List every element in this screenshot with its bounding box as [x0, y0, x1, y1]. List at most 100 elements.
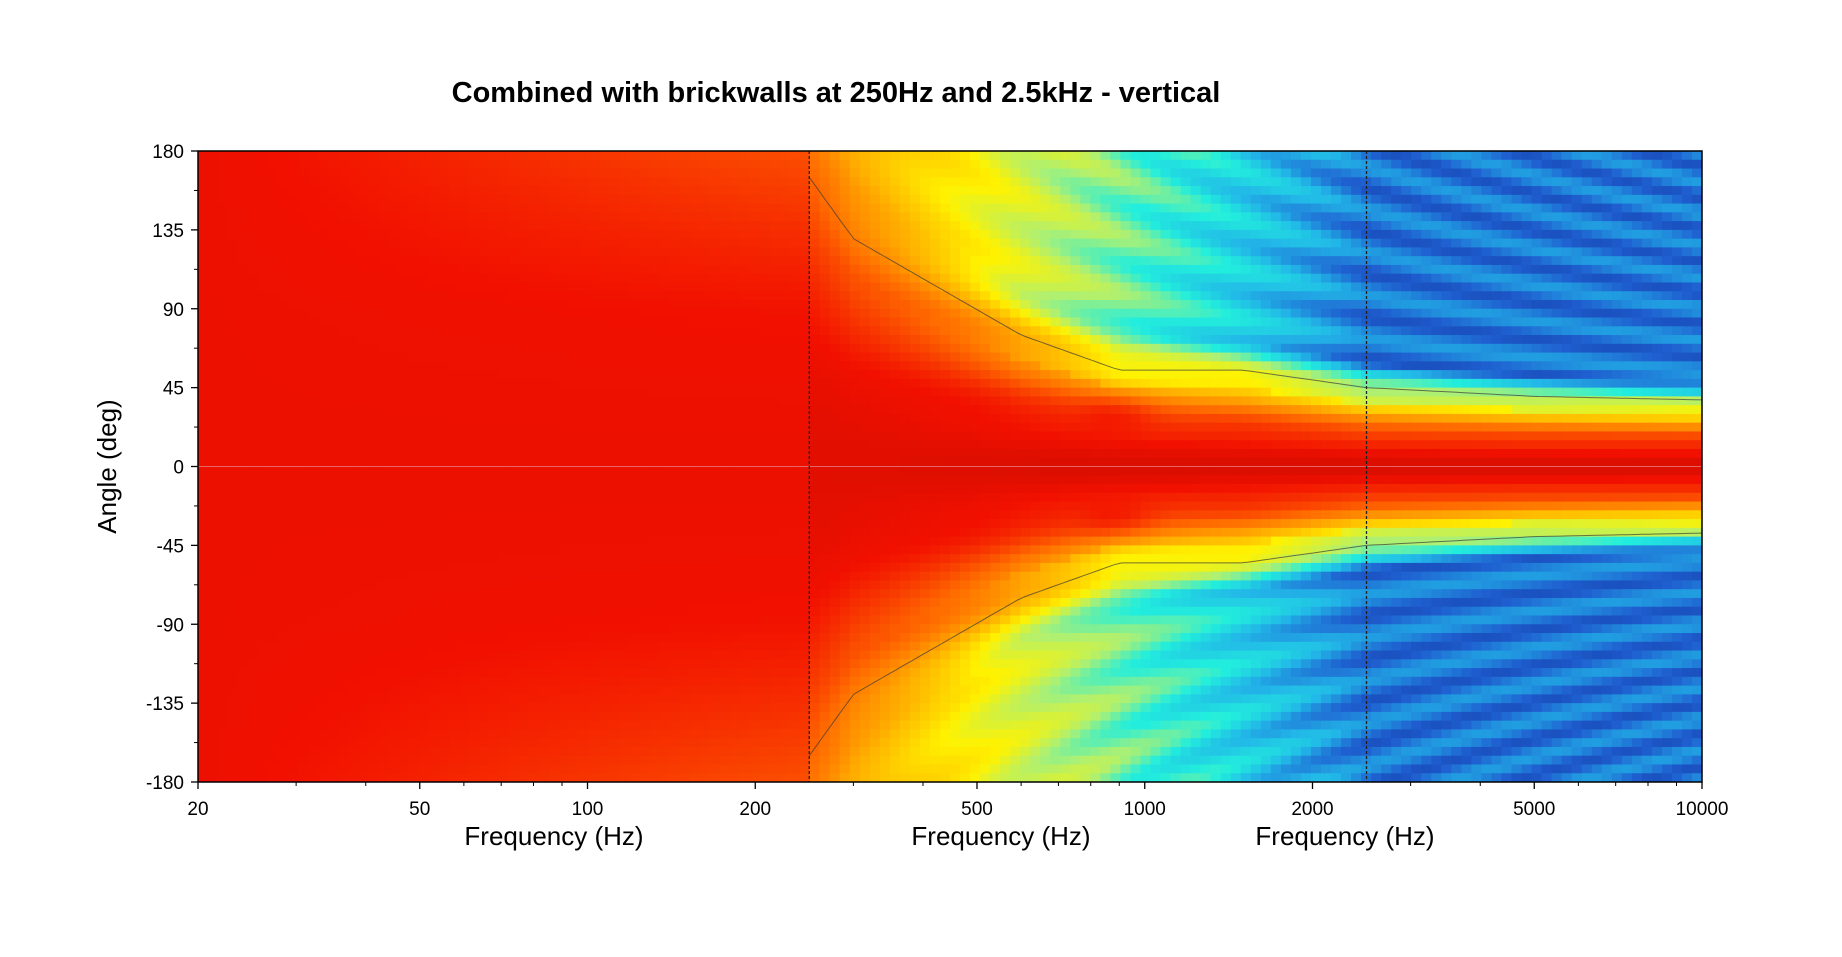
heatmap-cell	[378, 492, 390, 503]
heatmap-cell	[629, 264, 640, 275]
heatmap-cell	[248, 413, 259, 424]
heatmap-cell	[609, 738, 620, 748]
heatmap-cell	[599, 361, 610, 371]
heatmap-cell	[468, 326, 480, 336]
heatmap-cell	[749, 457, 761, 468]
heatmap-cell	[358, 299, 370, 310]
heatmap-cell	[318, 589, 329, 599]
heatmap-cell	[258, 221, 269, 231]
heatmap-cell	[258, 299, 269, 310]
heatmap-cell	[699, 247, 710, 257]
heatmap-cell	[258, 396, 269, 406]
heatmap-cell	[268, 571, 279, 582]
heatmap-cell	[488, 729, 500, 739]
heatmap-cell	[218, 659, 229, 669]
heatmap-cell	[518, 291, 530, 301]
heatmap-cell	[298, 580, 309, 590]
heatmap-cell	[238, 501, 249, 511]
heatmap-cell	[458, 650, 470, 660]
heatmap-cell	[589, 510, 600, 520]
heatmap-cell	[869, 448, 881, 459]
heatmap-cell	[779, 431, 791, 441]
heatmap-cell	[839, 299, 851, 310]
heatmap-cell	[729, 308, 741, 319]
heatmap-cell	[498, 256, 510, 266]
heatmap-cell	[268, 168, 279, 178]
heatmap-cell	[639, 676, 650, 687]
heatmap-cell	[358, 633, 370, 643]
heatmap-cell	[759, 361, 771, 371]
heatmap-cell	[208, 580, 219, 590]
heatmap-cell	[418, 554, 430, 564]
heatmap-cell	[398, 720, 410, 731]
heatmap-cell	[508, 186, 520, 196]
heatmap-cell	[208, 273, 219, 284]
heatmap-cell	[448, 703, 460, 713]
heatmap-cell	[829, 501, 841, 511]
heatmap-cell	[609, 624, 620, 634]
heatmap-cell	[378, 177, 390, 187]
heatmap-cell	[218, 457, 229, 468]
heatmap-cell	[689, 282, 700, 292]
heatmap-cell	[589, 685, 600, 695]
heatmap-cell	[859, 755, 871, 766]
heatmap-cell	[238, 519, 249, 529]
heatmap-cell	[789, 256, 801, 266]
heatmap-cell	[558, 755, 570, 766]
heatmap-cell	[689, 536, 700, 546]
heatmap-cell	[298, 746, 309, 757]
heatmap-cell	[709, 422, 720, 433]
heatmap-cell	[829, 282, 841, 292]
heatmap-cell	[448, 361, 460, 371]
heatmap-cell	[228, 659, 239, 669]
heatmap-cell	[228, 536, 239, 546]
heatmap-cell	[438, 580, 450, 590]
heatmap-cell	[308, 466, 319, 476]
heatmap-cell	[378, 633, 390, 643]
heatmap-cell	[298, 624, 309, 634]
heatmap-cell	[208, 545, 219, 555]
heatmap-cell	[248, 484, 259, 494]
heatmap-cell	[629, 335, 640, 345]
heatmap-cell	[849, 685, 861, 695]
heatmap-cell	[859, 448, 871, 459]
heatmap-cell	[679, 168, 690, 178]
heatmap-cell	[639, 738, 650, 748]
heatmap-cell	[629, 194, 640, 205]
heatmap-cell	[518, 746, 530, 757]
heatmap-cell	[538, 168, 550, 178]
heatmap-cell	[719, 633, 731, 643]
heatmap-cell	[579, 168, 590, 178]
heatmap-cell	[609, 492, 620, 503]
heatmap-cell	[779, 168, 791, 178]
heatmap-cell	[829, 720, 841, 731]
heatmap-cell	[719, 580, 731, 590]
heatmap-cell	[278, 484, 289, 494]
heatmap-cell	[298, 448, 309, 459]
heatmap-cell	[769, 711, 781, 722]
heatmap-cell	[568, 729, 580, 739]
heatmap-cell	[849, 484, 861, 494]
heatmap-cell	[649, 703, 660, 713]
heatmap-cell	[709, 580, 720, 590]
heatmap-cell	[599, 273, 610, 284]
heatmap-cell	[298, 773, 309, 782]
heatmap-cell	[759, 177, 771, 187]
heatmap-cell	[629, 571, 640, 582]
heatmap-cell	[649, 746, 660, 757]
heatmap-cell	[839, 221, 851, 231]
heatmap-cell	[298, 597, 309, 608]
heatmap-cell	[779, 527, 791, 538]
heatmap-cell	[238, 711, 249, 722]
heatmap-cell	[398, 501, 410, 511]
heatmap-cell	[679, 335, 690, 345]
heatmap-cell	[719, 659, 731, 669]
heatmap-cell	[689, 264, 700, 275]
heatmap-cell	[428, 694, 440, 704]
heatmap-cell	[749, 624, 761, 634]
heatmap-cell	[438, 597, 450, 608]
heatmap-cell	[699, 510, 710, 520]
heatmap-cell	[599, 484, 610, 494]
heatmap-cell	[438, 229, 450, 240]
heatmap-cell	[669, 545, 680, 555]
